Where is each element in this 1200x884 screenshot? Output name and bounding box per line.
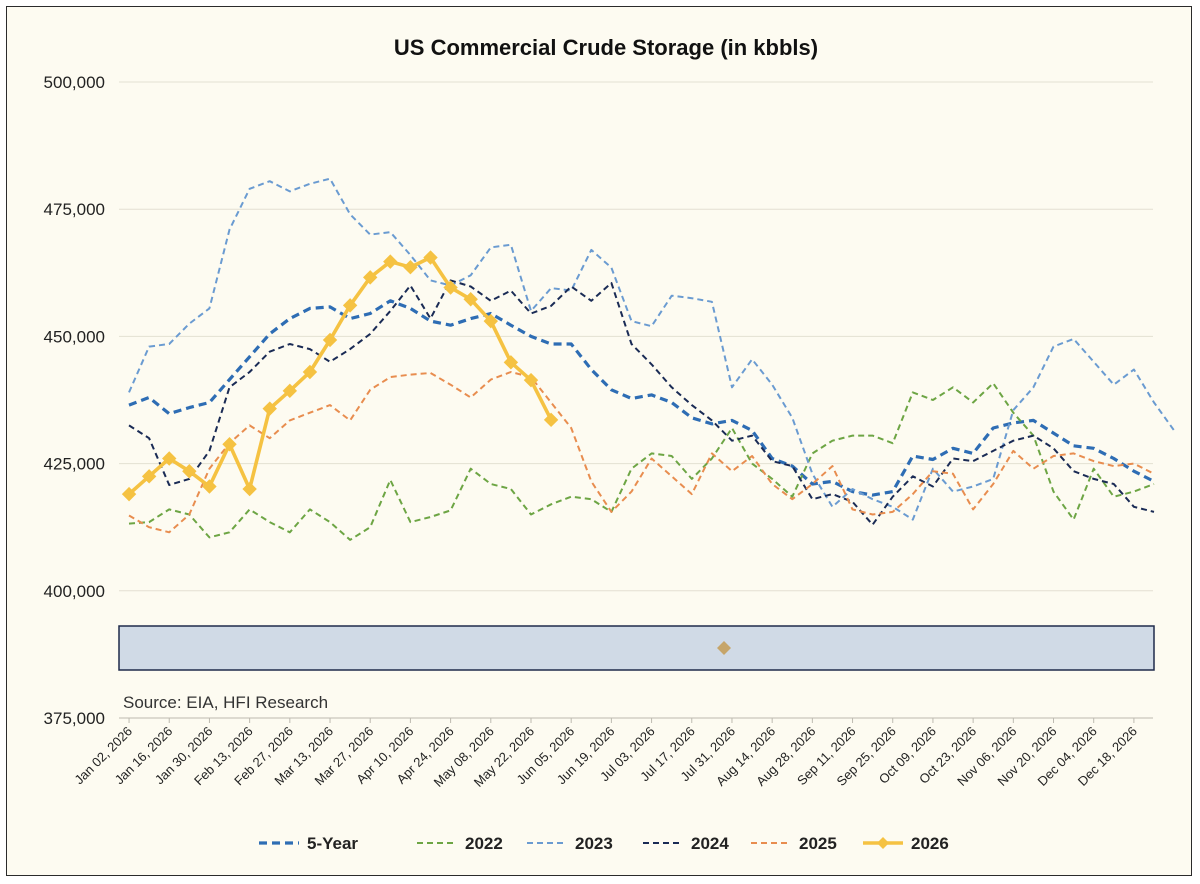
data-point-2026: [423, 250, 438, 265]
data-point-2026: [483, 313, 499, 329]
series-layer: [121, 177, 1175, 541]
chart-frame: US Commercial Crude Storage (in kbbls) 3…: [6, 6, 1192, 876]
series-line-2025: [128, 371, 1155, 534]
series-line-2022: [128, 382, 1155, 541]
legend-label: 5-Year: [307, 834, 358, 853]
overlay-band: [118, 625, 1155, 671]
y-tick-label: 475,000: [44, 200, 105, 219]
y-tick-label: 375,000: [44, 709, 105, 728]
data-point-2026: [141, 469, 157, 484]
data-point-2026: [242, 481, 257, 497]
data-point-2026: [543, 412, 559, 428]
data-point-2026: [182, 464, 197, 479]
source-note: Source: EIA, HFI Research: [123, 693, 328, 712]
series-line-2024: [128, 279, 1155, 526]
data-point-2026: [162, 451, 177, 466]
chart-canvas: US Commercial Crude Storage (in kbbls) 3…: [44, 35, 1175, 853]
data-point-2026: [262, 401, 277, 416]
data-point-2026: [202, 479, 217, 494]
legend-marker: [877, 837, 889, 849]
source-box: [118, 625, 1155, 671]
data-point-2026: [222, 437, 237, 452]
data-point-2026: [463, 292, 478, 307]
data-point-2026: [383, 254, 398, 269]
data-point-2026: [403, 259, 418, 275]
legend-label: 2022: [465, 834, 503, 853]
legend-label: 2025: [799, 834, 837, 853]
gridlines: [119, 81, 1153, 719]
data-point-2026: [503, 355, 519, 370]
data-point-2026: [342, 298, 358, 313]
data-point-2026: [302, 364, 318, 380]
legend: 5-Year 2022 2023 2024 2025 2026: [259, 834, 949, 853]
data-point-2026: [443, 280, 458, 295]
overlay-marker: [717, 641, 731, 655]
y-tick-label: 425,000: [44, 455, 105, 474]
y-tick-label: 450,000: [44, 327, 105, 346]
data-point-2026: [282, 383, 298, 399]
data-point-2026: [523, 372, 539, 388]
legend-label: 2026: [911, 834, 949, 853]
y-tick-label: 500,000: [44, 73, 105, 92]
y-tick-label: 400,000: [44, 582, 105, 601]
legend-label: 2024: [691, 834, 729, 853]
data-point-2026: [322, 332, 338, 348]
chart-title: US Commercial Crude Storage (in kbbls): [394, 35, 818, 60]
series-line-2023: [128, 177, 1175, 521]
series-line-5-year: [128, 299, 1155, 497]
data-point-2026: [121, 486, 137, 502]
series-line-2026: [127, 255, 553, 496]
legend-label: 2023: [575, 834, 613, 853]
y-axis: 375,000 400,000 425,000 450,000 475,000 500,0…: [44, 73, 105, 728]
data-point-2026: [363, 270, 378, 285]
